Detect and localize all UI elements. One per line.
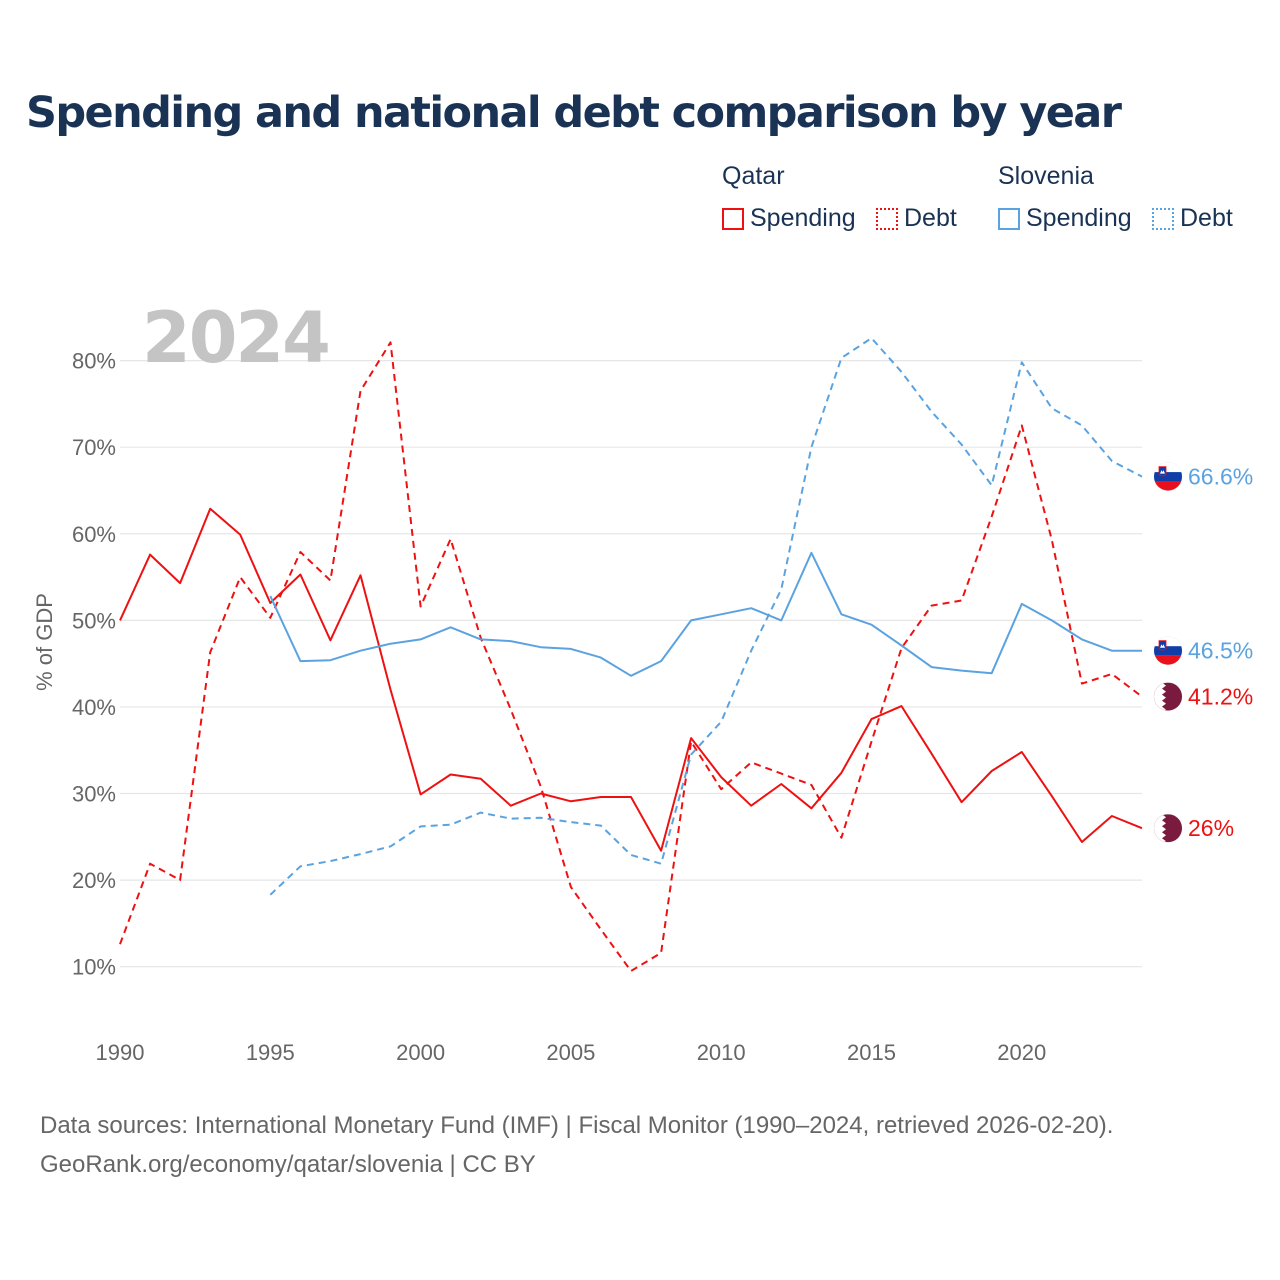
x-tick-label: 1995	[246, 1040, 295, 1065]
series-line-slovenia-debt[interactable]	[269, 337, 1143, 896]
end-value-label: 66.6%	[1188, 464, 1253, 490]
line-chart: 2024 10% 20% 30% 40% 50% 60% 70% 80% 1990 1995 20…	[32, 297, 1253, 1065]
legend-label: Spending	[1026, 204, 1132, 232]
y-tick-label: 60%	[72, 522, 116, 547]
qatar-flag-icon	[1152, 812, 1184, 844]
series-line-qatar-debt[interactable]	[119, 341, 1143, 972]
end-value-label: 46.5%	[1188, 638, 1253, 664]
legend-item-qatar-debt[interactable]: Debt	[876, 204, 957, 233]
y-tick-label: 80%	[72, 349, 116, 374]
legend-country-slovenia: Slovenia	[998, 162, 1094, 190]
legend-item-slovenia-spending[interactable]: Spending	[998, 204, 1132, 233]
legend-label: Debt	[1180, 204, 1233, 232]
legend-swatch-solid-icon	[722, 207, 744, 230]
legend-item-slovenia-debt[interactable]: Debt	[1152, 204, 1233, 233]
y-tick-label: 30%	[72, 782, 116, 807]
source-line-2[interactable]: GeoRank.org/economy/qatar/slovenia | CC …	[40, 1151, 536, 1178]
series	[119, 337, 1143, 972]
series-line-qatar-spending[interactable]	[119, 507, 1143, 852]
x-tick-label: 2005	[546, 1040, 595, 1065]
y-tick-label: 70%	[72, 435, 116, 460]
end-markers: 26% 41.2% 46.5% 66.6%	[1152, 461, 1253, 844]
x-tick-label: 1990	[96, 1040, 145, 1065]
legend-swatch-dotted-icon	[1152, 207, 1174, 230]
source-line-1: Data sources: International Monetary Fun…	[40, 1112, 1114, 1139]
y-axis-ticks: 10% 20% 30% 40% 50% 60% 70% 80%	[72, 349, 116, 980]
end-value-label: 26%	[1188, 815, 1234, 841]
qatar-flag-icon	[1152, 681, 1184, 713]
x-tick-label: 2020	[997, 1040, 1046, 1065]
chart-title: Spending and national debt comparison by…	[26, 88, 1122, 138]
legend-swatch-dotted-icon	[876, 207, 898, 230]
grid	[120, 360, 1142, 968]
slovenia-flag-icon	[1152, 635, 1184, 667]
x-axis-ticks: 1990 1995 2000 2005 2010 2015 2020	[96, 1040, 1047, 1065]
y-tick-label: 50%	[72, 608, 116, 633]
y-tick-label: 20%	[72, 868, 116, 893]
end-value-label: 41.2%	[1188, 684, 1253, 710]
x-tick-label: 2015	[847, 1040, 896, 1065]
legend-label: Debt	[904, 204, 957, 232]
legend-item-qatar-spending[interactable]: Spending	[722, 204, 856, 233]
legend-swatch-solid-icon	[998, 207, 1020, 230]
x-tick-label: 2000	[396, 1040, 445, 1065]
series-line-slovenia-spending[interactable]	[269, 551, 1142, 677]
legend-country-qatar: Qatar	[722, 162, 785, 190]
legend-label: Spending	[750, 204, 856, 232]
y-tick-label: 40%	[72, 695, 116, 720]
year-watermark: 2024	[142, 297, 329, 379]
slovenia-flag-icon	[1152, 461, 1184, 493]
y-tick-label: 10%	[72, 955, 116, 980]
x-tick-label: 2010	[697, 1040, 746, 1065]
y-axis-label: % of GDP	[32, 593, 57, 691]
source-note: Data sources: International Monetary Fun…	[40, 1106, 1113, 1184]
